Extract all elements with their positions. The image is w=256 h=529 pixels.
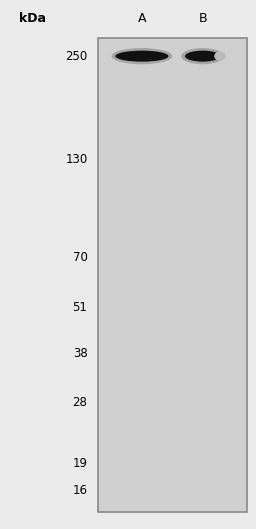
Text: B: B	[198, 12, 207, 25]
Text: 51: 51	[73, 301, 88, 314]
Ellipse shape	[112, 48, 172, 65]
Ellipse shape	[181, 48, 224, 65]
Text: 19: 19	[72, 457, 88, 470]
Text: 16: 16	[72, 484, 88, 497]
Ellipse shape	[214, 51, 226, 61]
Text: kDa: kDa	[19, 12, 46, 25]
Ellipse shape	[185, 51, 220, 62]
Text: A: A	[138, 12, 146, 25]
FancyBboxPatch shape	[98, 38, 247, 512]
Ellipse shape	[115, 51, 168, 62]
Text: 250: 250	[65, 50, 88, 62]
Text: 70: 70	[73, 251, 88, 264]
Text: 38: 38	[73, 348, 88, 360]
Text: 28: 28	[73, 396, 88, 409]
Text: 130: 130	[65, 153, 88, 166]
